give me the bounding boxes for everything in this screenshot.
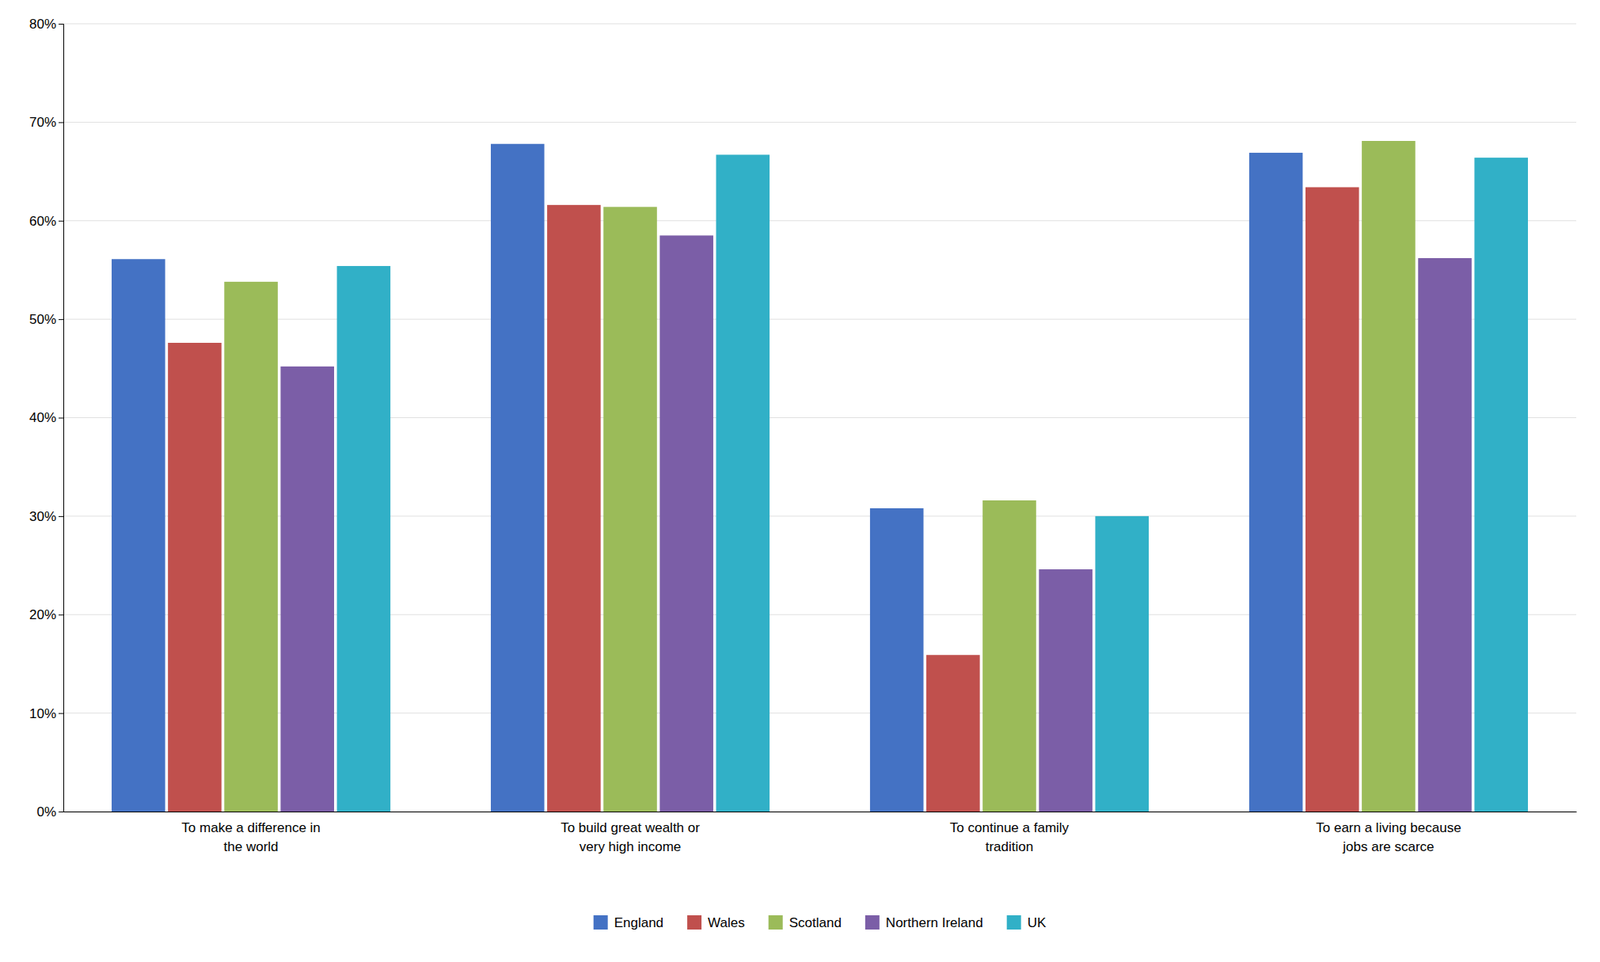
bar-series (280, 235, 1471, 812)
legend-item: Northern Ireland (865, 915, 984, 931)
y-tick: 0% (36, 804, 64, 820)
y-tick-mark (58, 319, 64, 320)
x-tick-label-line: To build great wealth or (560, 820, 700, 836)
grid (63, 23, 1577, 812)
legend-swatch (687, 915, 702, 930)
bar (926, 654, 981, 812)
y-tick: 50% (29, 311, 64, 327)
grid-line (63, 23, 1577, 25)
legend: England Wales Scotland Northern Ireland UK (593, 915, 1047, 931)
y-tick: 70% (29, 114, 64, 130)
y-tick: 60% (29, 213, 64, 229)
legend-item: Wales (687, 915, 745, 931)
bar (982, 500, 1037, 812)
y-tick-mark (58, 121, 64, 123)
bar (716, 154, 771, 812)
bar (167, 342, 222, 812)
legend-item: England (593, 915, 664, 931)
bar (1417, 258, 1472, 812)
y-tick-mark (58, 811, 64, 813)
bar-series (224, 140, 1415, 812)
bar (1361, 140, 1416, 812)
x-tick-label-line: jobs are scarce (1341, 839, 1434, 855)
bars (111, 140, 1528, 812)
bar (280, 366, 335, 812)
x-tick-label-line: the world (224, 839, 279, 855)
y-tick: 20% (29, 607, 64, 623)
legend-swatch (593, 915, 609, 930)
bar (547, 205, 601, 812)
x-tick-label-line: very high income (579, 839, 682, 855)
y-tick-label: 70% (29, 114, 57, 130)
x-tick-label-line: To continue a family (950, 820, 1070, 836)
legend-item: Scotland (768, 915, 842, 931)
y-axis: 0% 10% 20% 30% 40% 50% 60% 70% 80% (29, 16, 65, 820)
bar (1038, 569, 1093, 812)
y-tick-mark (58, 418, 64, 419)
x-tick-label: To continue a family tradition (950, 820, 1070, 855)
y-tick: 40% (29, 410, 64, 426)
y-tick-mark (58, 516, 64, 517)
x-tick-label: To make a difference in the world (181, 820, 320, 855)
y-tick-mark (58, 713, 64, 715)
y-tick: 30% (29, 509, 64, 525)
y-tick-label: 50% (29, 311, 57, 327)
legend-swatch (768, 915, 783, 930)
x-tick-label: To earn a living because jobs are scarce (1315, 820, 1461, 855)
legend-item: UK (1007, 915, 1047, 931)
legend-swatch (865, 915, 880, 930)
legend-swatch (1007, 915, 1022, 930)
x-axis: To make a difference in the world To build… (64, 812, 1578, 855)
y-tick-label: 10% (29, 706, 57, 722)
y-axis-line (58, 24, 65, 813)
x-tick-label: To build great wealth or very high income (560, 820, 700, 855)
y-tick-label: 60% (29, 213, 57, 229)
legend-label: England (614, 915, 664, 931)
x-tick: To build great wealth or very high income (560, 820, 700, 855)
y-tick-label: 80% (29, 16, 57, 32)
bar-series (337, 154, 1528, 812)
chart: 0% 10% 20% 30% 40% 50% 60% 70% 80% To make a diff… (0, 0, 1600, 962)
bar (111, 258, 166, 812)
y-tick-label: 40% (29, 410, 57, 426)
bar-series (111, 144, 1303, 812)
x-tick-label-line: tradition (985, 839, 1034, 855)
bar (1094, 516, 1149, 812)
x-tick-label-line: To make a difference in (181, 820, 320, 836)
y-tick-mark (58, 614, 64, 616)
y-tick-label: 20% (29, 607, 57, 623)
bar (870, 508, 924, 812)
x-tick-label-line: To earn a living because (1315, 820, 1461, 836)
y-tick: 80% (29, 16, 64, 32)
grid-line (63, 121, 1577, 123)
bar (337, 266, 392, 812)
legend-label: Northern Ireland (885, 915, 984, 931)
x-tick: To make a difference in the world (181, 820, 320, 855)
bar (490, 144, 545, 812)
plot: 0% 10% 20% 30% 40% 50% 60% 70% 80% To make a diff… (29, 16, 1578, 855)
y-tick: 10% (29, 706, 64, 722)
y-tick-mark (58, 23, 64, 25)
bar (1474, 157, 1528, 812)
y-tick-label: 30% (29, 509, 57, 525)
legend-label: Wales (707, 915, 745, 931)
y-tick-mark (58, 220, 64, 222)
y-tick-label: 0% (36, 804, 57, 820)
bar (224, 281, 278, 812)
legend-label: UK (1027, 915, 1047, 931)
bar (1305, 186, 1360, 812)
legend-label: Scotland (789, 915, 842, 931)
bar (603, 206, 658, 812)
x-tick: To continue a family tradition (950, 820, 1070, 855)
bar (659, 235, 714, 812)
x-tick: To earn a living because jobs are scarce (1315, 820, 1461, 855)
bar (1249, 152, 1304, 812)
x-axis-line (64, 811, 1578, 813)
